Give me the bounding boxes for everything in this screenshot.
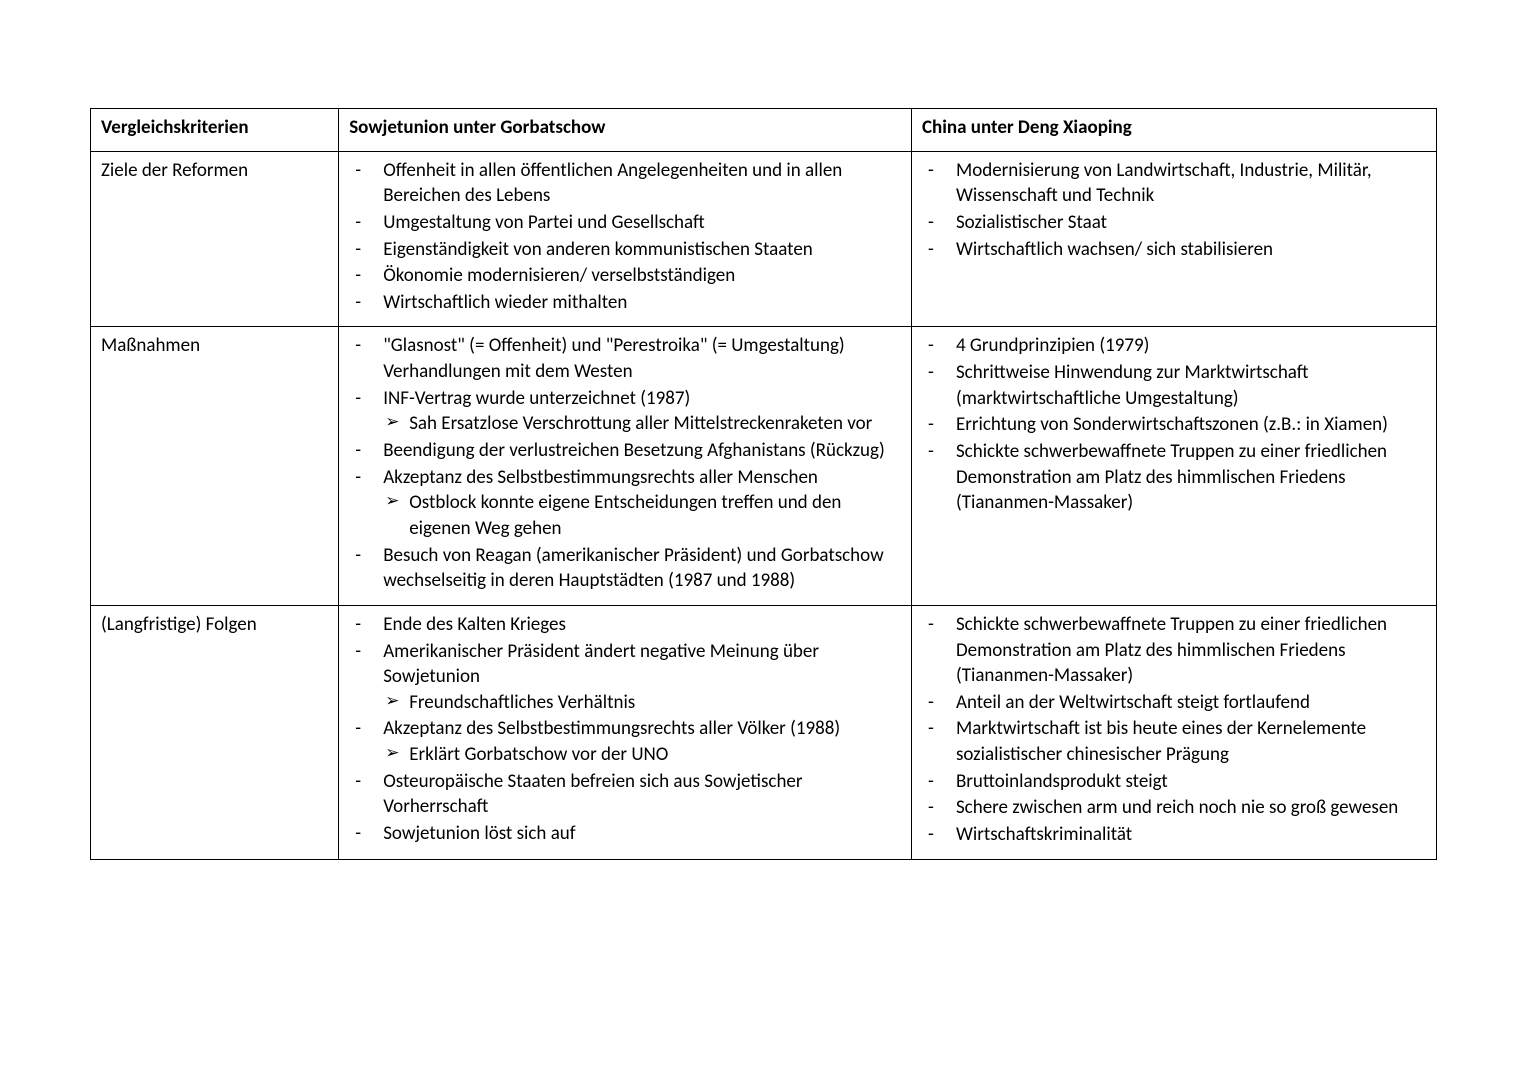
list-item: Schrittweise Hinwendung zur Marktwirtsch… bbox=[922, 360, 1428, 411]
list-item: Wirtschaftskriminalität bbox=[922, 822, 1428, 848]
list-item: 4 Grundprinzipien (1979) bbox=[922, 333, 1428, 359]
list-item-text: Sowjetunion löst sich auf bbox=[383, 822, 575, 845]
list-item: Umgestaltung von Partei und Gesellschaft bbox=[349, 210, 903, 236]
table-row: (Langfristige) Folgen Ende des Kalten Kr… bbox=[91, 605, 1437, 859]
list-item: Offenheit in allen öffentlichen Angelege… bbox=[349, 158, 903, 209]
table-row: Ziele der Reformen Offenheit in allen öf… bbox=[91, 151, 1437, 327]
sub-item: Erklärt Gorbatschow vor der UNO bbox=[383, 742, 903, 768]
list-item: Wirtschaftlich wieder mithalten bbox=[349, 290, 903, 316]
list-item: Wirtschaftlich wachsen/ sich stabilisier… bbox=[922, 237, 1428, 263]
list-item: Besuch von Reagan (amerikanischer Präsid… bbox=[349, 543, 903, 594]
list-item-text: "Glasnost" (= Offenheit) und "Perestroik… bbox=[383, 334, 845, 383]
list-item: Ende des Kalten Krieges bbox=[349, 612, 903, 638]
list-item: Schickte schwerbewaffnete Truppen zu ein… bbox=[922, 612, 1428, 689]
list-item-text: Besuch von Reagan (amerikanischer Präsid… bbox=[383, 544, 884, 593]
page: Vergleichskriterien Sowjetunion unter Go… bbox=[0, 0, 1527, 860]
list-item-text: INF-Vertrag wurde unterzeichnet (1987) bbox=[383, 387, 690, 410]
list-item-text: Ende des Kalten Krieges bbox=[383, 613, 566, 636]
comparison-table: Vergleichskriterien Sowjetunion unter Go… bbox=[90, 108, 1437, 860]
list-item: Akzeptanz des Selbstbestimmungsrechts al… bbox=[349, 716, 903, 767]
list-item: Osteuropäische Staaten befreien sich aus… bbox=[349, 769, 903, 820]
list-item: Anteil an der Weltwirtschaft steigt fort… bbox=[922, 690, 1428, 716]
ussr-cell: Offenheit in allen öffentlichen Angelege… bbox=[339, 151, 912, 327]
list-item: Modernisierung von Landwirtschaft, Indus… bbox=[922, 158, 1428, 209]
list-item: "Glasnost" (= Offenheit) und "Perestroik… bbox=[349, 333, 903, 384]
list-item-text: Akzeptanz des Selbstbestimmungsrechts al… bbox=[383, 717, 840, 740]
criteria-cell: Ziele der Reformen bbox=[91, 151, 339, 327]
list-item: Ökonomie modernisieren/ verselbstständig… bbox=[349, 263, 903, 289]
list-item: Bruttoinlandsprodukt steigt bbox=[922, 769, 1428, 795]
china-cell: Modernisierung von Landwirtschaft, Indus… bbox=[911, 151, 1436, 327]
china-cell: 4 Grundprinzipien (1979) Schrittweise Hi… bbox=[911, 327, 1436, 605]
list-item: Beendigung der verlustreichen Besetzung … bbox=[349, 438, 903, 464]
criteria-cell: (Langfristige) Folgen bbox=[91, 605, 339, 859]
criteria-cell: Maßnahmen bbox=[91, 327, 339, 605]
list-item-text: Amerikanischer Präsident ändert negative… bbox=[383, 640, 819, 689]
list-item: Eigenständigkeit von anderen kommunistis… bbox=[349, 237, 903, 263]
sub-item: Sah Ersatzlose Verschrottung aller Mitte… bbox=[383, 411, 903, 437]
list-item: Errichtung von Sonderwirtschaftszonen (z… bbox=[922, 412, 1428, 438]
list-item: Marktwirtschaft ist bis heute eines der … bbox=[922, 716, 1428, 767]
sub-item: Freundschaftliches Verhältnis bbox=[383, 690, 903, 716]
list-item-text: Akzeptanz des Selbstbestimmungsrechts al… bbox=[383, 466, 818, 489]
list-item: Schickte schwerbewaffnete Truppen zu ein… bbox=[922, 439, 1428, 516]
header-ussr: Sowjetunion unter Gorbatschow bbox=[339, 109, 912, 152]
table-row: Maßnahmen "Glasnost" (= Offenheit) und "… bbox=[91, 327, 1437, 605]
list-item: Schere zwischen arm und reich noch nie s… bbox=[922, 795, 1428, 821]
header-china: China unter Deng Xiaoping bbox=[911, 109, 1436, 152]
list-item: Amerikanischer Präsident ändert negative… bbox=[349, 639, 903, 716]
list-item: Sowjetunion löst sich auf bbox=[349, 821, 903, 847]
list-item-text: Osteuropäische Staaten befreien sich aus… bbox=[383, 770, 802, 819]
header-row: Vergleichskriterien Sowjetunion unter Go… bbox=[91, 109, 1437, 152]
header-criteria: Vergleichskriterien bbox=[91, 109, 339, 152]
list-item-text: Beendigung der verlustreichen Besetzung … bbox=[383, 439, 885, 462]
ussr-cell: "Glasnost" (= Offenheit) und "Perestroik… bbox=[339, 327, 912, 605]
list-item: INF-Vertrag wurde unterzeichnet (1987) S… bbox=[349, 386, 903, 437]
list-item: Akzeptanz des Selbstbestimmungsrechts al… bbox=[349, 465, 903, 542]
china-cell: Schickte schwerbewaffnete Truppen zu ein… bbox=[911, 605, 1436, 859]
list-item: Sozialistischer Staat bbox=[922, 210, 1428, 236]
sub-item: Ostblock konnte eigene Entscheidungen tr… bbox=[383, 490, 903, 541]
ussr-cell: Ende des Kalten Krieges Amerikanischer P… bbox=[339, 605, 912, 859]
